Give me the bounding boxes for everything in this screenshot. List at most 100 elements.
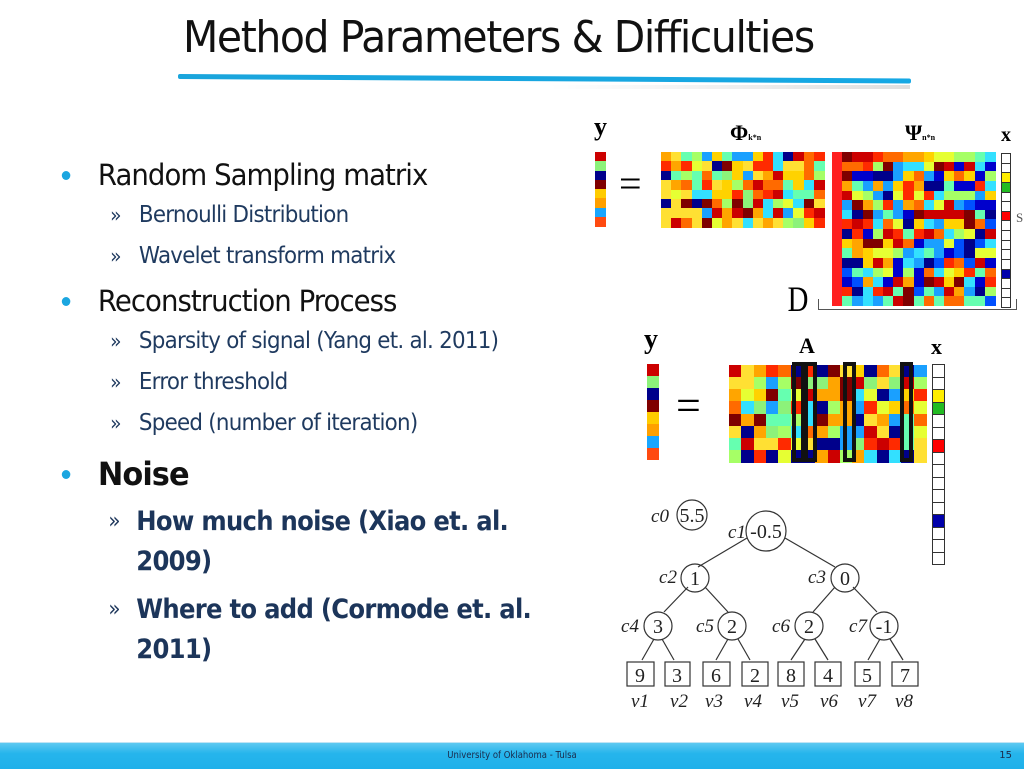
sub-bullet-label: Where to add (Cormode et. al. 2011) bbox=[136, 594, 532, 665]
sub-bullet: » Where to add (Cormode et. al. 2011) bbox=[58, 590, 586, 670]
node-label-c2: c2 bbox=[659, 567, 677, 588]
sub-bullet: » How much noise (Xiao et. al. 2009) bbox=[58, 502, 586, 582]
node-label-c6: c6 bbox=[772, 616, 790, 637]
selected-column-box bbox=[842, 362, 856, 462]
leaf-label: v2 bbox=[670, 691, 688, 712]
sub-bullet: » Error threshold bbox=[58, 362, 579, 403]
page-number: 15 bbox=[999, 750, 1012, 761]
node-label-c4: c4 bbox=[621, 616, 639, 637]
label-y: y bbox=[594, 112, 607, 141]
node-label-c0: c0 bbox=[651, 506, 669, 527]
chevron-right-icon: » bbox=[110, 329, 121, 353]
phi-subscript: k*n bbox=[748, 133, 762, 142]
sub-bullet-label: How much noise (Xiao et. al. 2009) bbox=[136, 506, 509, 577]
x-entry bbox=[932, 414, 945, 428]
D-bracket bbox=[818, 299, 1017, 310]
leaf-label: v3 bbox=[705, 691, 723, 712]
slide-title: Method Parameters & Difficulties bbox=[183, 12, 815, 63]
node-value-c5: 2 bbox=[727, 616, 737, 638]
sub-bullet: » Wavelet transform matrix bbox=[58, 236, 579, 277]
leaf-label: v8 bbox=[895, 691, 913, 712]
sub-bullet: » Speed (number of iteration) bbox=[58, 403, 579, 444]
label-y: y bbox=[644, 324, 658, 355]
psi-subscript: n*n bbox=[922, 133, 936, 142]
node-value-c3: 0 bbox=[840, 568, 850, 590]
chevron-right-icon: » bbox=[110, 411, 121, 435]
label-x: x bbox=[1001, 124, 1011, 146]
bullet-dot-icon bbox=[61, 297, 71, 306]
compressive-sensing-figure-mid: y = A x bbox=[640, 324, 960, 570]
node-label-c1: c1 bbox=[728, 522, 746, 543]
slide-footer: University of Oklahoma - Tulsa 15 bbox=[0, 742, 1024, 769]
label-x: x bbox=[931, 334, 942, 359]
x-entry bbox=[932, 476, 945, 490]
sub-bullet-label: Error threshold bbox=[138, 369, 288, 395]
x-entry bbox=[932, 551, 945, 565]
leaf-label: v1 bbox=[631, 691, 649, 712]
chevron-right-icon: » bbox=[110, 203, 121, 227]
y-vector bbox=[595, 152, 606, 227]
sub-bullet: » Bernoulli Distribution bbox=[58, 195, 579, 236]
sub-bullet: » Sparsity of signal (Yang et. al. 2011) bbox=[58, 321, 579, 362]
compressive-sensing-figure-top: y = Φk*n Ψn*n x S D bbox=[585, 112, 1024, 319]
label-D: D bbox=[787, 279, 809, 319]
leaf-label: v6 bbox=[820, 691, 838, 712]
leaf-value: 2 bbox=[750, 665, 760, 687]
sub-bullet-label: Wavelet transform matrix bbox=[138, 243, 396, 269]
node-value-c1: -0.5 bbox=[750, 521, 782, 543]
leaf-value: 9 bbox=[635, 665, 645, 687]
x-sparse-vector bbox=[1001, 153, 1011, 308]
bullet-dot-icon bbox=[61, 470, 71, 479]
label-A: A bbox=[799, 333, 815, 358]
leaf-label: v4 bbox=[744, 691, 762, 712]
haar-wavelet-tree: 5.5 -0.5 1 0 3 2 2 -1 9 3 6 2 8 4 5 7 c0… bbox=[621, 499, 919, 712]
bullet-label: Reconstruction Process bbox=[97, 284, 398, 318]
label-psi: Ψn*n bbox=[905, 120, 935, 146]
selected-column-box bbox=[792, 362, 806, 462]
leaf-value: 5 bbox=[862, 665, 872, 687]
chevron-right-icon: » bbox=[108, 509, 120, 534]
title-underline-shadow bbox=[550, 85, 910, 89]
x-entry bbox=[932, 426, 945, 440]
equals-sign: = bbox=[676, 381, 701, 430]
A-matrix bbox=[729, 362, 927, 463]
label-phi: Φk*n bbox=[730, 120, 761, 146]
sub-bullet-label: Sparsity of signal (Yang et. al. 2011) bbox=[138, 328, 499, 354]
leaf-value: 8 bbox=[786, 665, 796, 687]
bullet-label: Random Sampling matrix bbox=[97, 158, 428, 192]
x-entry bbox=[932, 401, 945, 415]
label-s: S bbox=[1016, 210, 1024, 225]
x-entry bbox=[932, 376, 945, 390]
sub-bullet-label: Speed (number of iteration) bbox=[138, 410, 418, 436]
leaf-value: 4 bbox=[823, 665, 833, 687]
footer-institution: University of Oklahoma - Tulsa bbox=[447, 750, 577, 761]
psi-matrix bbox=[832, 152, 996, 307]
bullet-dot-icon bbox=[61, 171, 71, 180]
x-entry bbox=[932, 439, 945, 453]
phi-symbol: Φ bbox=[730, 120, 749, 145]
selected-column-box bbox=[804, 362, 818, 462]
sub-bullet-label: Bernoulli Distribution bbox=[138, 202, 349, 228]
chevron-right-icon: » bbox=[110, 370, 121, 394]
x-entry bbox=[932, 451, 945, 465]
node-label-c3: c3 bbox=[808, 567, 826, 588]
bullet-label: Noise bbox=[97, 455, 190, 493]
bullet-random-sampling: Random Sampling matrix bbox=[58, 155, 590, 195]
selected-column-box bbox=[900, 362, 914, 462]
x-sparse-vector bbox=[932, 364, 945, 565]
node-value-c4: 3 bbox=[653, 616, 663, 638]
x-entry bbox=[932, 389, 945, 403]
leaf-value: 7 bbox=[900, 665, 910, 687]
node-label-c7: c7 bbox=[849, 616, 868, 637]
node-value-c7: -1 bbox=[876, 616, 893, 638]
equals-sign: = bbox=[619, 161, 642, 206]
title-underline bbox=[177, 74, 912, 84]
leaf-label: v5 bbox=[781, 691, 799, 712]
bullet-list: Random Sampling matrix » Bernoulli Distri… bbox=[58, 155, 618, 670]
psi-symbol: Ψ bbox=[905, 120, 923, 145]
x-entry bbox=[1001, 297, 1011, 308]
leaf-label: v7 bbox=[858, 691, 877, 712]
leaf-value: 3 bbox=[672, 665, 682, 687]
x-entry bbox=[932, 364, 945, 378]
bullet-noise: Noise bbox=[58, 452, 590, 496]
